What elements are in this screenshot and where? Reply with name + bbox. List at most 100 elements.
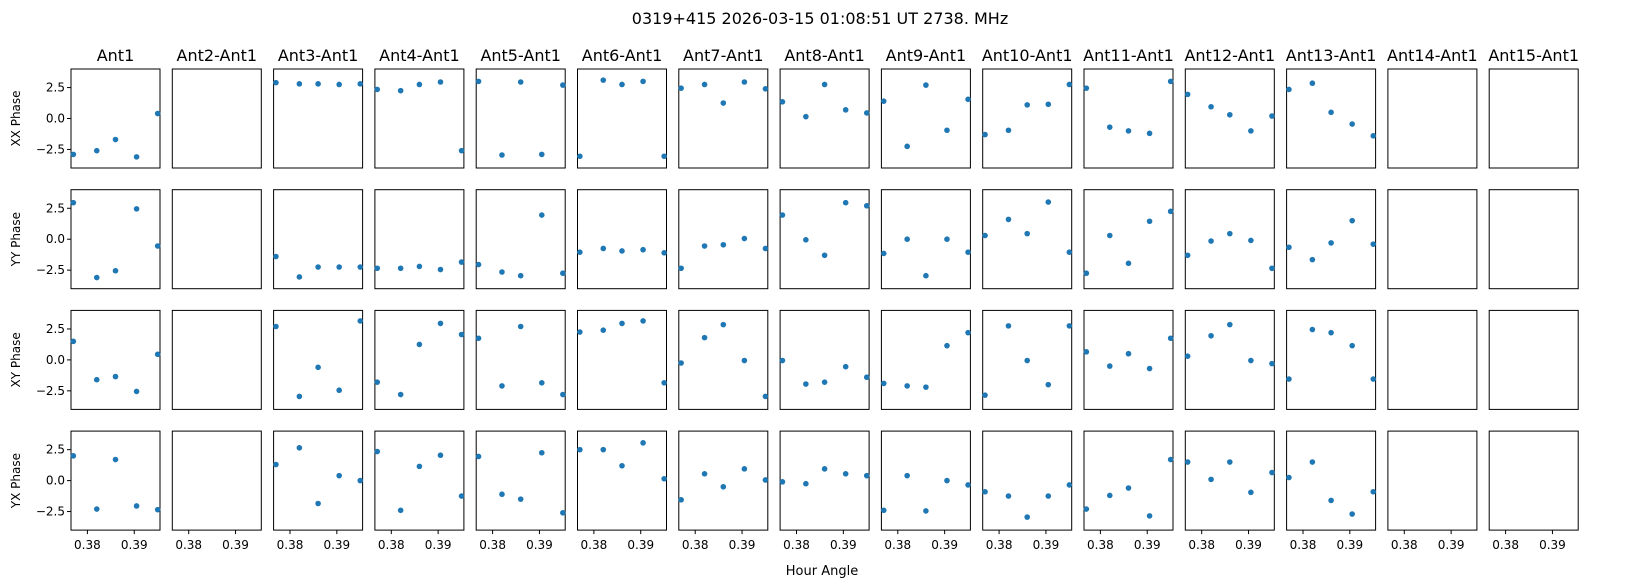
- data-point: [1184, 353, 1191, 359]
- subplot-panel: 2.5 0.0 −2.5: [36, 189, 161, 290]
- data-point: [965, 249, 971, 255]
- data-point: [982, 131, 988, 138]
- data-point: [273, 323, 279, 330]
- data-point: [1370, 133, 1377, 139]
- data-point: [112, 267, 119, 274]
- plot-frame: [374, 189, 465, 290]
- column-title: Ant14-Ant1: [1387, 46, 1478, 65]
- data-point: [661, 250, 667, 256]
- data-point: [315, 364, 321, 371]
- subplot-panel: [1286, 68, 1377, 169]
- x-tick-label: 0.39: [323, 538, 350, 552]
- subplot-panel: 0.38 0.39: [779, 430, 870, 552]
- data-point: [923, 384, 929, 390]
- subplot-panel: [779, 68, 870, 169]
- plot-frame: [1387, 430, 1478, 531]
- subplot-panel: [678, 309, 769, 410]
- data-point: [458, 493, 465, 499]
- y-tick-label: −2.5: [36, 263, 65, 277]
- data-point: [577, 329, 583, 335]
- plot-frame: [1387, 68, 1478, 169]
- plot-frame: [1488, 189, 1579, 290]
- subplot-panel: 0.38 0.39: [1083, 430, 1174, 552]
- x-tick-label: 0.39: [1438, 538, 1465, 552]
- x-tick-label: 0.38: [783, 538, 810, 552]
- plot-frame: [577, 430, 667, 531]
- data-point: [437, 320, 444, 327]
- data-point: [1066, 323, 1073, 329]
- data-point: [640, 440, 646, 446]
- column-title: Ant8-Ant1: [784, 46, 865, 65]
- data-point: [880, 98, 887, 104]
- data-point: [701, 81, 708, 88]
- data-point: [1045, 493, 1052, 499]
- subplot-panel: 0.38 0.39: [678, 430, 769, 552]
- data-point: [701, 470, 708, 477]
- subplot-panel: [1184, 309, 1275, 410]
- y-tick-label: 0.0: [46, 112, 65, 126]
- plot-frame: [880, 68, 971, 169]
- data-point: [982, 232, 988, 239]
- data-point: [1005, 323, 1012, 329]
- x-tick-label: 0.38: [884, 538, 911, 552]
- x-tick-label: 0.39: [627, 538, 654, 552]
- data-point: [499, 269, 505, 275]
- data-point: [499, 383, 505, 389]
- x-tick-label: 0.39: [222, 538, 249, 552]
- plot-frame: [273, 309, 364, 410]
- subplot-panel: [880, 309, 971, 410]
- data-point: [779, 479, 786, 485]
- subplot-panel: [1488, 309, 1579, 410]
- data-point: [1024, 102, 1030, 108]
- data-point: [475, 261, 482, 268]
- subplot-panel: 0.38 0.39: [475, 430, 566, 552]
- subplot-grid: Ant1 Ant2-Ant1 Ant3-Ant1 Ant4-Ant1 Ant5-Ant1…: [9, 46, 1579, 552]
- data-point: [133, 503, 140, 509]
- data-point: [1370, 241, 1377, 247]
- data-point: [517, 272, 524, 279]
- subplot-panel: [1488, 189, 1579, 290]
- plot-frame: [779, 430, 870, 531]
- data-point: [273, 461, 279, 468]
- data-point: [1083, 85, 1090, 91]
- x-tick-label: 0.39: [526, 538, 553, 552]
- data-point: [1269, 360, 1275, 367]
- data-point: [904, 383, 910, 389]
- data-point: [779, 357, 786, 364]
- data-point: [374, 265, 381, 272]
- data-point: [720, 483, 727, 490]
- data-point: [944, 127, 950, 134]
- y-axis-label: XX Phase: [9, 90, 23, 146]
- data-point: [720, 100, 727, 106]
- plot-frame: [577, 309, 667, 410]
- subplot-panel: [171, 189, 262, 290]
- x-axis-label: Hour Angle: [786, 564, 858, 579]
- data-point: [1328, 240, 1334, 246]
- plot-frame: [1286, 68, 1377, 169]
- data-point: [1227, 230, 1233, 237]
- data-point: [720, 241, 727, 248]
- data-point: [923, 82, 929, 88]
- y-tick-label: 2.5: [46, 443, 65, 457]
- data-point: [944, 477, 950, 484]
- subplot-panel: 0.38 0.39: [880, 430, 971, 552]
- data-point: [1309, 80, 1316, 87]
- data-point: [821, 81, 828, 88]
- subplot-panel: [374, 309, 465, 410]
- subplot-panel: [475, 309, 566, 410]
- data-point: [678, 360, 684, 366]
- plot-frame: [1184, 189, 1275, 290]
- plot-frame: [880, 309, 971, 410]
- plot-frame: [779, 189, 870, 290]
- data-point: [273, 79, 279, 86]
- data-point: [1227, 321, 1233, 328]
- data-point: [560, 509, 566, 516]
- subplot-panel: [273, 189, 364, 290]
- data-point: [273, 253, 279, 260]
- data-point: [678, 496, 684, 503]
- data-point: [1045, 101, 1052, 108]
- data-point: [374, 379, 381, 385]
- plot-frame: [982, 430, 1073, 531]
- data-point: [863, 202, 870, 209]
